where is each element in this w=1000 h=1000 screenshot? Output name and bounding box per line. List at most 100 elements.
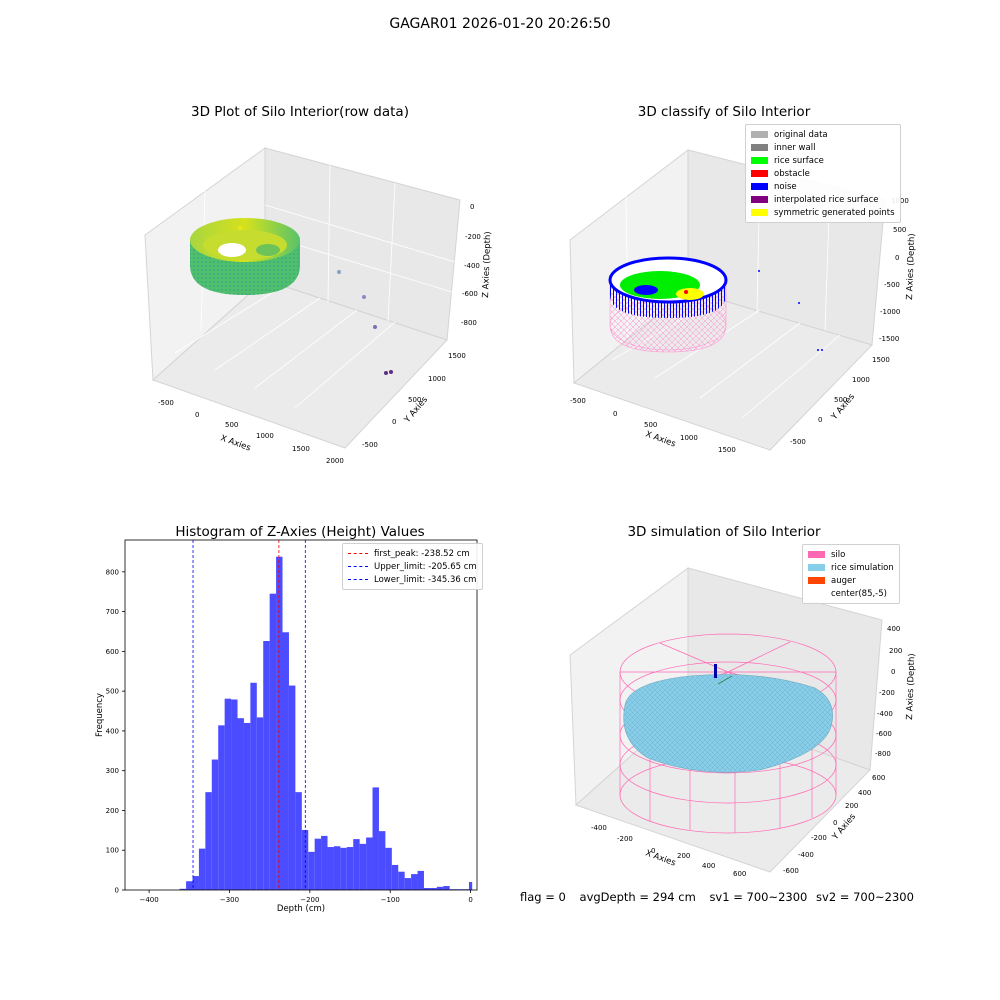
- histogram-bar: [198, 848, 206, 890]
- histogram-bar: [353, 839, 360, 890]
- raw-point-cloud: [190, 218, 300, 295]
- classify-x-axis-label: X Axies: [644, 429, 677, 449]
- raw-ztick: 0: [470, 203, 474, 211]
- histogram-bar: [391, 864, 399, 890]
- histogram-x-axis-label: Depth (cm): [277, 904, 325, 914]
- classify-xtick: 1000: [680, 434, 698, 442]
- histogram-bar: [263, 641, 270, 890]
- histogram-bar: [288, 685, 296, 890]
- histogram-bar: [468, 882, 473, 890]
- histogram-bar: [218, 725, 225, 890]
- histogram-y-tick-label: 100: [106, 847, 119, 855]
- classify-ytick: 1500: [872, 356, 890, 364]
- legend-swatch: [808, 551, 825, 558]
- sim-ytick: 600: [872, 774, 885, 782]
- legend-swatch: [808, 564, 825, 571]
- sim-z-axis-label: Z Axies (Depth): [905, 653, 917, 720]
- histogram-bar: [430, 888, 437, 890]
- histogram-bar: [269, 593, 277, 890]
- legend-label: noise: [774, 181, 797, 192]
- histogram-bar: [192, 876, 199, 890]
- raw-ytick: 1000: [428, 375, 446, 383]
- histogram-bar: [340, 847, 347, 890]
- histogram-bar: [333, 846, 341, 890]
- histogram-bar: [205, 792, 212, 890]
- legend-swatch: [751, 183, 768, 190]
- sim-xtick: 0: [651, 847, 655, 855]
- legend-label: first_peak: -238.52 cm: [374, 548, 470, 559]
- legend-swatch: [751, 209, 768, 216]
- legend-label: Upper_limit: -205.65 cm: [374, 561, 477, 572]
- flag-status: flag = 0: [520, 890, 566, 904]
- raw-xtick: 2000: [326, 457, 344, 465]
- histogram-bar: [179, 888, 187, 890]
- histogram-bar: [423, 888, 431, 890]
- histogram-bar: [243, 722, 251, 890]
- histogram-bar: [231, 699, 238, 890]
- sim-rice-surface: [623, 674, 833, 773]
- classify-3d-plot[interactable]: -500 0 500 1000 1500 -500 0 500 1000 150…: [560, 140, 930, 470]
- avg-depth-status: avgDepth = 294 cm: [579, 890, 696, 904]
- legend-line: [348, 579, 368, 580]
- raw-z-axis-label: Z Axies (Depth): [481, 231, 493, 298]
- sim-auger: [714, 664, 733, 685]
- sim-ytick: 200: [845, 802, 858, 810]
- histogram-bar: [301, 829, 309, 890]
- legend-label: rice surface: [774, 155, 824, 166]
- legend-label: interpolated rice surface: [774, 194, 879, 205]
- histogram-y-tick-label: 300: [106, 767, 119, 775]
- classify-xtick: -500: [570, 397, 586, 405]
- sim-xtick: 200: [677, 852, 690, 860]
- sim-y-axis-label: Y Axies: [830, 812, 858, 843]
- legend-label: obstacle: [774, 168, 810, 179]
- raw-ytick: 0: [392, 418, 396, 426]
- histogram-bar: [372, 787, 379, 890]
- legend-entry: original data: [751, 128, 895, 141]
- raw-3d-plot[interactable]: -500 0 500 1000 1500 2000 -500 0 500 100…: [130, 130, 510, 480]
- legend-entry: rice simulation: [808, 561, 894, 574]
- sim-ztick: 200: [889, 647, 902, 655]
- legend-swatch: [751, 170, 768, 177]
- classify-legend: original data inner wall rice surface ob…: [745, 124, 901, 223]
- legend-entry: inner wall: [751, 141, 895, 154]
- raw-ytick: 500: [408, 396, 421, 404]
- histogram-bar: [443, 886, 450, 890]
- sv2-status: sv2 = 700~2300: [816, 890, 914, 904]
- histogram-y-tick-label: 400: [106, 727, 119, 735]
- legend-entry: rice surface: [751, 154, 895, 167]
- sim-xtick: -400: [591, 824, 607, 832]
- histogram-bar: [250, 682, 257, 890]
- histogram-bar: [295, 792, 302, 890]
- raw-ztick: -400: [464, 262, 480, 270]
- legend-swatch: [751, 131, 768, 138]
- classify-plot-title: 3D classify of Silo Interior: [637, 104, 811, 120]
- raw-x-axis-label: X Axies: [219, 433, 252, 453]
- classify-ztick: 500: [893, 226, 906, 234]
- raw-ztick: -200: [465, 233, 481, 241]
- histogram-y-tick-label: 800: [106, 568, 119, 576]
- legend-entry: Lower_limit: -345.36 cm: [348, 573, 477, 586]
- raw-ytick: 1500: [448, 352, 466, 360]
- legend-entry: Upper_limit: -205.65 cm: [348, 560, 477, 573]
- simulation-3d-plot[interactable]: -400 -200 0 200 400 600 -600 -400 -200 0…: [560, 560, 930, 880]
- histogram-bar: [398, 871, 405, 890]
- histogram-y-tick-label: 500: [106, 688, 119, 696]
- classify-xtick: 500: [644, 421, 657, 429]
- classify-ytick: 0: [818, 416, 822, 424]
- sim-xtick: -200: [617, 835, 633, 843]
- histogram-y-tick-label: 200: [106, 807, 119, 815]
- histogram-bar: [321, 835, 328, 890]
- histogram-bar: [346, 847, 354, 890]
- legend-label: rice simulation: [831, 562, 894, 573]
- histogram-bar: [411, 874, 418, 890]
- histogram-y-tick-label: 0: [115, 887, 119, 895]
- histogram-bar: [417, 870, 424, 890]
- legend-entry: first_peak: -238.52 cm: [348, 547, 477, 560]
- sim-ztick: -200: [879, 689, 895, 697]
- classify-ztick: -1000: [880, 308, 900, 316]
- legend-swatch: [808, 577, 825, 584]
- histogram-chart[interactable]: −400 −300 −200 −100 0 0 100 200 300 400 500 600 700…: [80, 530, 490, 920]
- sim-ztick: 0: [891, 668, 895, 676]
- sim-ytick: 400: [858, 789, 871, 797]
- legend-label: Lower_limit: -345.36 cm: [374, 574, 477, 585]
